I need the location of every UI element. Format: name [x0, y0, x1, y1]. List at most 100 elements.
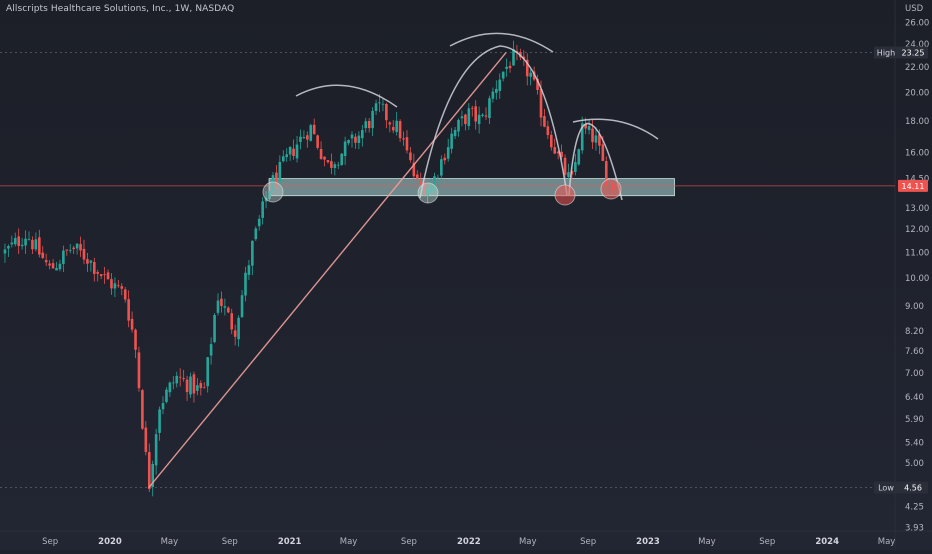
candle-body	[426, 189, 429, 196]
candle	[178, 368, 182, 387]
candle	[199, 380, 203, 396]
candle-body	[357, 135, 361, 143]
y-tick-label: 22.00	[905, 63, 929, 73]
y-tick-label: 18.00	[905, 117, 929, 127]
candle-body	[24, 238, 27, 246]
candle-body	[336, 164, 340, 166]
candle-body	[51, 263, 55, 269]
candle-body	[574, 162, 577, 172]
candle-body	[178, 376, 182, 378]
candle-body	[495, 88, 498, 93]
candle-body	[292, 148, 295, 157]
candle-body	[154, 434, 158, 466]
candle	[92, 257, 96, 282]
candle	[347, 139, 350, 146]
candle	[130, 311, 134, 333]
candle	[175, 371, 179, 388]
x-tick-label: Sep	[759, 537, 775, 547]
candle	[168, 381, 172, 397]
candle-body	[175, 375, 179, 384]
candle-body	[484, 115, 488, 117]
x-tick-label: May	[878, 537, 896, 547]
candle	[443, 153, 447, 165]
candle-body	[227, 307, 230, 313]
y-axis-ticks: 26.00 24.00 22.00 20.00 18.00 16.00 14.50 13.00…	[905, 19, 929, 534]
candle	[103, 266, 106, 284]
candle-body	[474, 106, 478, 122]
candle	[223, 298, 227, 316]
low-tag-value: 4.56	[904, 484, 922, 493]
candle	[62, 245, 65, 272]
candle-body	[127, 299, 130, 321]
candle	[17, 228, 20, 254]
y-tick-label: 5.90	[905, 415, 924, 425]
candle	[147, 443, 151, 492]
candle	[436, 174, 440, 188]
y-tick-label: 16.00	[905, 148, 929, 158]
candle-body	[556, 151, 560, 154]
candle-body	[580, 123, 584, 151]
candle-body	[457, 120, 460, 132]
candle	[161, 396, 165, 415]
candle	[247, 259, 251, 281]
candle-body	[48, 263, 51, 266]
candle-body	[391, 127, 395, 131]
candle	[79, 236, 82, 257]
candle-body	[158, 409, 161, 433]
candle	[123, 287, 127, 303]
candle	[323, 156, 326, 167]
y-tick-label: 8.20	[905, 327, 924, 337]
candle	[405, 130, 409, 154]
candle-body	[68, 250, 72, 251]
candle	[433, 172, 436, 192]
candle	[488, 95, 491, 125]
x-tick-label: May	[519, 537, 537, 547]
candle	[357, 131, 361, 150]
candle-body	[20, 244, 24, 247]
candle	[361, 124, 364, 147]
candle	[354, 133, 357, 149]
candle-body	[498, 79, 502, 91]
candle	[27, 231, 31, 241]
low-tag-label-bg	[874, 481, 898, 494]
candle-body	[72, 247, 75, 250]
y-tick-label: 5.40	[905, 438, 924, 448]
y-tick-label: 3.93	[905, 523, 924, 533]
high-tag-value: 23.25	[902, 48, 925, 57]
candle-body	[539, 89, 543, 118]
candle-body	[567, 172, 570, 177]
candle-body	[381, 103, 385, 105]
candle	[86, 252, 89, 272]
candle-body	[549, 134, 553, 148]
x-tick-label: 2020	[98, 537, 122, 547]
candle-body	[271, 175, 275, 192]
candle	[68, 243, 72, 254]
candle-body	[429, 186, 433, 193]
candle-body	[340, 153, 343, 166]
candle	[577, 148, 581, 166]
candle	[151, 460, 155, 497]
candle	[202, 382, 206, 389]
candle	[137, 346, 141, 392]
candle	[560, 144, 563, 161]
candle-body	[481, 114, 484, 116]
candle	[395, 111, 398, 136]
candle-body	[141, 390, 144, 429]
candle	[295, 136, 299, 163]
candle-body	[584, 124, 587, 129]
candle-body	[460, 116, 464, 119]
x-tick-label: Sep	[42, 537, 58, 547]
candle	[144, 421, 148, 456]
candle-body	[55, 268, 58, 271]
candle	[450, 127, 453, 154]
candle-body	[378, 102, 381, 104]
candle-body	[58, 263, 62, 270]
candle	[244, 266, 247, 302]
candle-body	[13, 238, 17, 245]
candle-body	[361, 130, 364, 139]
candle	[158, 406, 161, 441]
candle-body	[453, 129, 457, 137]
candle-body	[587, 126, 591, 131]
